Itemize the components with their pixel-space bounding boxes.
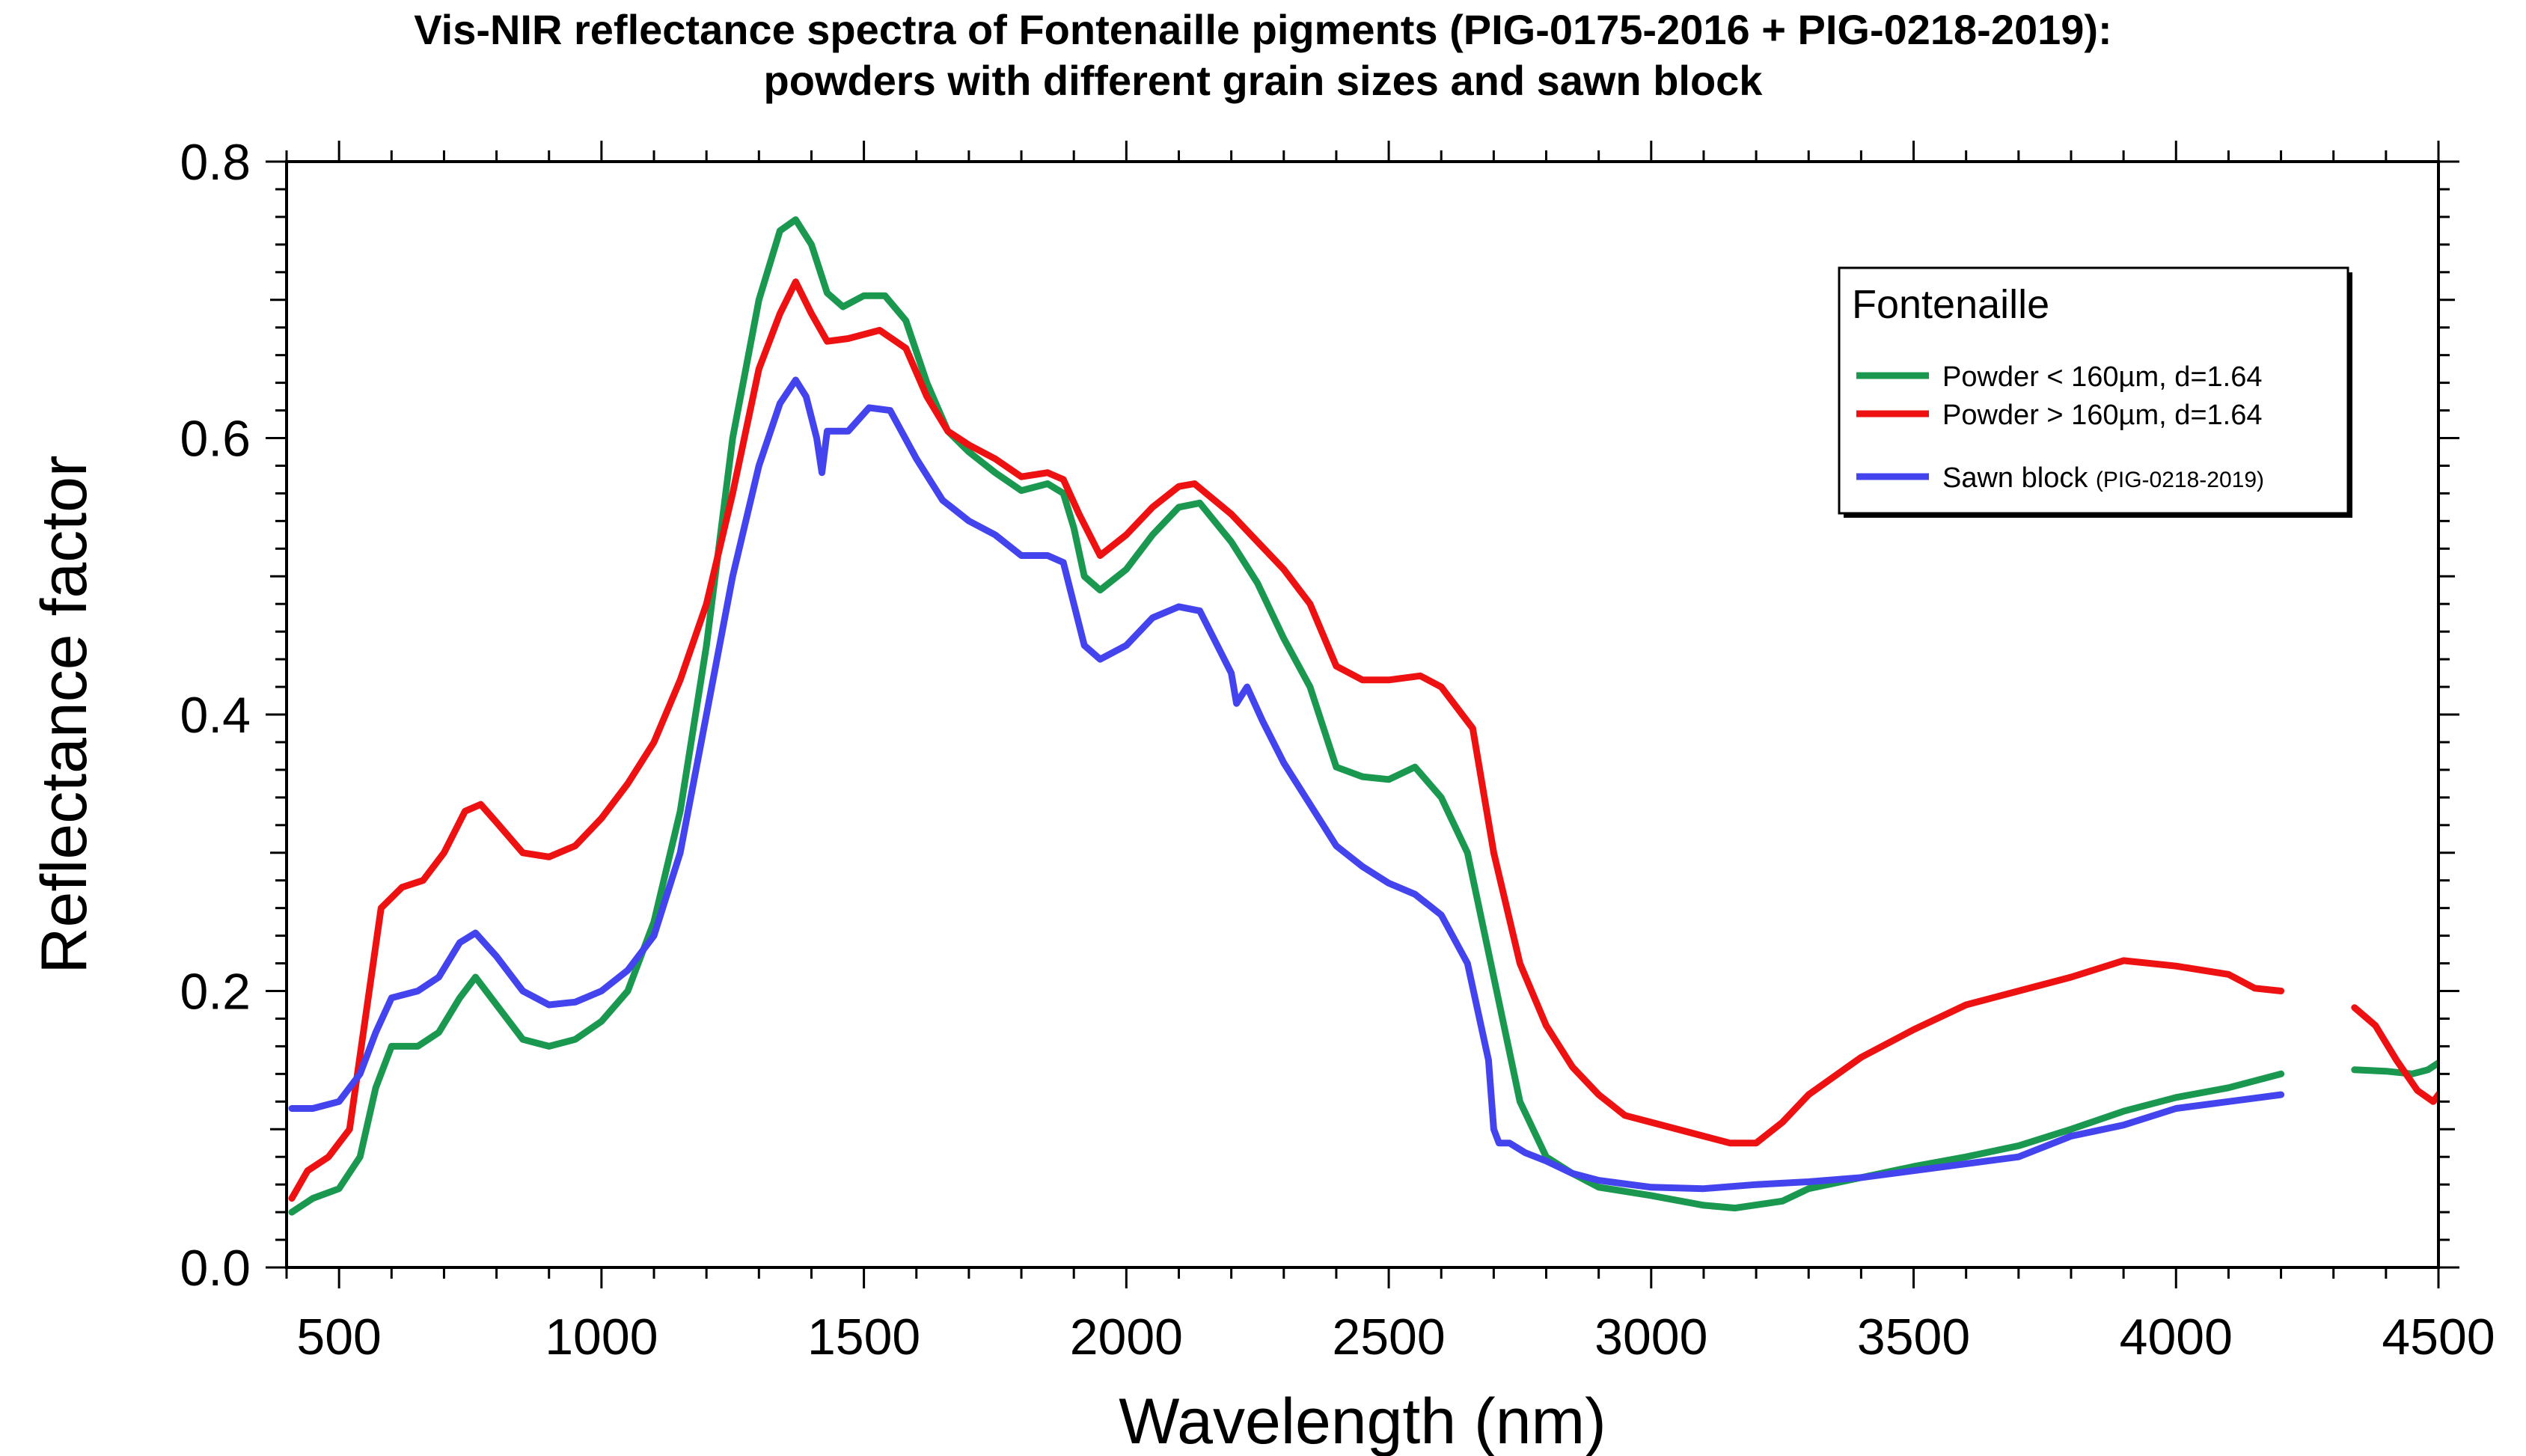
chart-title: Vis-NIR reflectance spectra of Fontenail… (414, 6, 2112, 53)
legend: Fontenaille Powder < 160µm, d=1.64 Powde… (1838, 266, 2352, 518)
x-tick-label: 1000 (545, 1309, 658, 1365)
y-tick-label: 0.4 (180, 687, 251, 744)
legend-label-sawn-block: Sawn block (PIG-0218-2019) (1942, 462, 2264, 494)
series-line-sawn-block (288, 376, 2285, 1193)
legend-shadow-bottom (1844, 513, 2352, 518)
y-tick-label: 0.6 (180, 411, 251, 468)
x-tick-label: 4500 (2382, 1309, 2495, 1365)
y-tick-label: 0.0 (180, 1240, 251, 1297)
plot-frame (285, 160, 2440, 1269)
axis-ticks (266, 141, 2459, 1288)
legend-label-sawn-block-note: (PIG-0218-2019) (2096, 468, 2264, 492)
x-tick-label: 3500 (1857, 1309, 1970, 1365)
chart-subtitle: powders with different grain sizes and s… (763, 57, 1763, 104)
axis-labels: 500 1000 1500 2000 2500 3000 3500 4000 4500 0.0 0.… (180, 134, 2495, 1365)
x-tick-label: 2000 (1070, 1309, 1183, 1365)
legend-shadow-right (2348, 272, 2352, 518)
legend-label-fine-powder: Powder < 160µm, d=1.64 (1942, 361, 2263, 393)
x-tick-label: 3000 (1594, 1309, 1707, 1365)
legend-title: Fontenaille (1852, 282, 2049, 327)
legend-label-sawn-block-name: Sawn block (1942, 462, 2088, 494)
x-tick-label: 2500 (1332, 1309, 1445, 1365)
y-tick-label: 0.2 (180, 964, 251, 1021)
series-line-powder-160-m-d-1-64 (288, 216, 2285, 1216)
legend-label-coarse-powder: Powder > 160µm, d=1.64 (1942, 400, 2263, 431)
series-line-powder-160-m-d-1-64 (288, 278, 2285, 1202)
x-tick-label: 4000 (2120, 1309, 2233, 1365)
chart-title-block: Vis-NIR reflectance spectra of Fontenail… (0, 4, 2526, 106)
series-line-powder-160-m-d-1-64 (2351, 1059, 2438, 1077)
series-layer (288, 216, 2438, 1216)
x-axis-title: Wavelength (nm) (1119, 1386, 1606, 1456)
x-tick-label: 1500 (807, 1309, 920, 1365)
y-tick-label: 0.8 (180, 134, 251, 191)
x-tick-label: 500 (296, 1309, 381, 1365)
y-axis-title: Reflectance factor (28, 455, 100, 973)
series-line-powder-160-m-d-1-64 (2351, 1004, 2438, 1105)
